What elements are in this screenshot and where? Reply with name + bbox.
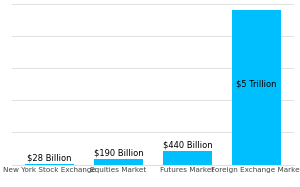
Bar: [163, 151, 212, 165]
Bar: [25, 164, 74, 165]
Text: $190 Billion: $190 Billion: [94, 148, 143, 157]
Text: $5 Trillion: $5 Trillion: [236, 80, 277, 89]
Bar: [94, 159, 143, 165]
Bar: [232, 10, 281, 165]
Text: $440 Billion: $440 Billion: [163, 140, 212, 149]
Text: $28 Billion: $28 Billion: [27, 153, 72, 162]
